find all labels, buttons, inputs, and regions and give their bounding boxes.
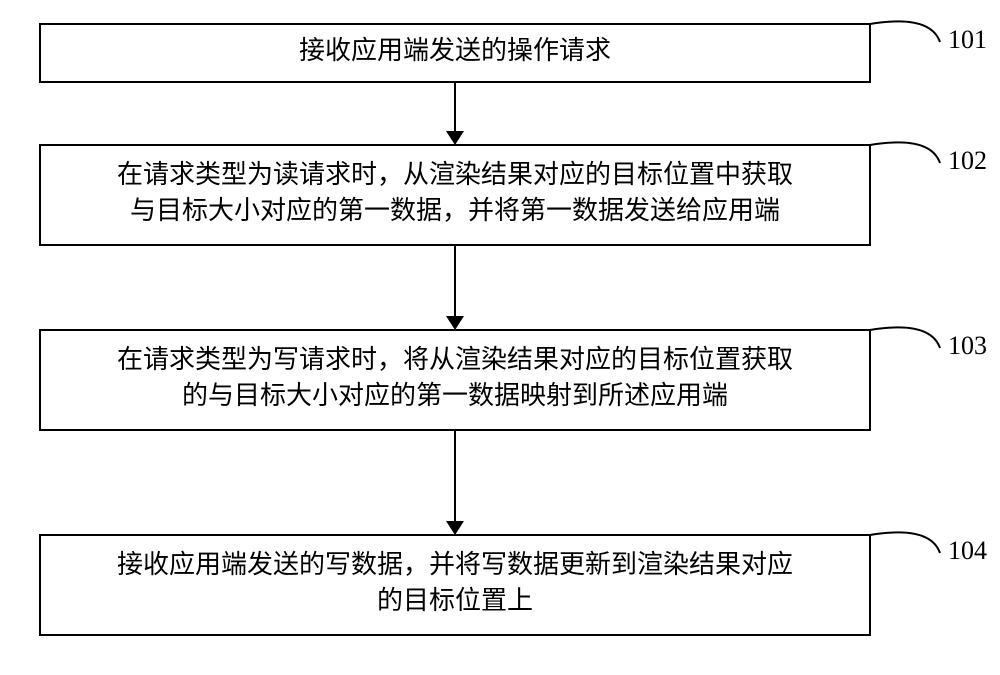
edge-arrowhead <box>446 316 464 330</box>
flowchart-edge <box>446 82 464 145</box>
node-text: 的目标位置上 <box>377 586 533 615</box>
leader-line <box>870 327 940 348</box>
leader-line <box>870 21 940 42</box>
edge-arrowhead <box>446 131 464 145</box>
step-number: 102 <box>948 146 987 175</box>
flowchart-edge <box>446 430 464 535</box>
flowchart-node: 接收应用端发送的写数据，并将写数据更新到渲染结果对应的目标位置上 104 <box>40 532 987 635</box>
step-number: 101 <box>948 25 987 54</box>
flowchart-edge <box>446 245 464 330</box>
node-text: 接收应用端发送的操作请求 <box>299 36 611 65</box>
node-text: 接收应用端发送的写数据，并将写数据更新到渲染结果对应 <box>117 550 793 579</box>
step-number: 103 <box>948 331 987 360</box>
node-text: 的与目标大小对应的第一数据映射到所述应用端 <box>182 381 728 410</box>
node-text: 在请求类型为读请求时，从渲染结果对应的目标位置中获取 <box>117 160 793 189</box>
edge-arrowhead <box>446 521 464 535</box>
node-text: 在请求类型为写请求时，将从渲染结果对应的目标位置获取 <box>117 345 793 374</box>
flowchart-node: 在请求类型为写请求时，将从渲染结果对应的目标位置获取的与目标大小对应的第一数据映… <box>40 327 987 430</box>
flowchart-node: 接收应用端发送的操作请求 101 <box>40 21 987 82</box>
flowchart-canvas: 接收应用端发送的操作请求 101 在请求类型为读请求时，从渲染结果对应的目标位置中获… <box>0 0 1000 675</box>
leader-line <box>870 532 940 553</box>
flowchart-node: 在请求类型为读请求时，从渲染结果对应的目标位置中获取与目标大小对应的第一数据，并… <box>40 142 987 245</box>
leader-line <box>870 142 940 163</box>
step-number: 104 <box>948 536 987 565</box>
node-text: 与目标大小对应的第一数据，并将第一数据发送给应用端 <box>130 196 780 225</box>
